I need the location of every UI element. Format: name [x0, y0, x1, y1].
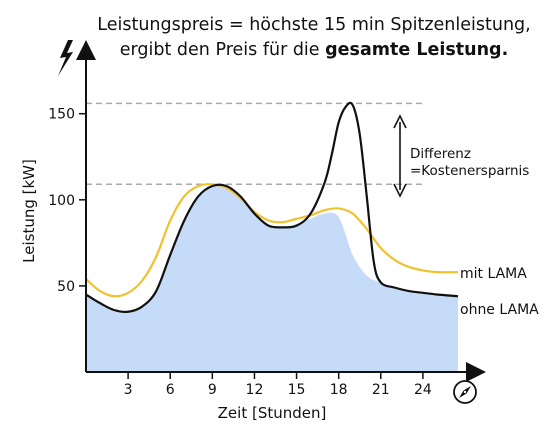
- chart-title-line-2-normal: ergibt den Preis für die: [120, 40, 325, 60]
- annotation-line-2: =Kostenersparnis: [410, 163, 529, 179]
- y-tick-label-100: 100: [48, 193, 75, 209]
- x-tick-label-21: 21: [372, 382, 390, 398]
- compass-icon: [453, 380, 477, 404]
- annotation-line-1: Differenz: [410, 146, 471, 162]
- x-axis-label: Zeit [Stunden]: [218, 404, 327, 422]
- x-tick-label-18: 18: [330, 382, 348, 398]
- x-tick-label-3: 3: [124, 382, 133, 398]
- lightning-bolt-icon: [58, 40, 73, 76]
- chart-title-line-2: ergibt den Preis für die gesamte Leistun…: [120, 40, 508, 60]
- x-tick-label-9: 9: [208, 382, 217, 398]
- x-tick-label-12: 12: [246, 382, 264, 398]
- y-tick-label-50: 50: [57, 279, 75, 295]
- x-ticks: 3 6 9 12 15 18 21 24: [124, 372, 432, 398]
- series-line-ohne-lama: [85, 101, 459, 314]
- x-tick-label-15: 15: [288, 382, 306, 398]
- y-tick-label-150: 150: [48, 107, 75, 123]
- series-line-mit-lama: [85, 183, 459, 298]
- x-tick-label-6: 6: [166, 382, 175, 398]
- chart-title-line-2-bold: gesamte Leistung.: [325, 40, 508, 60]
- y-axis-label: Leistung [kW]: [20, 159, 38, 263]
- legend-label-mit-lama: mit LAMA: [460, 266, 527, 282]
- chart-title-line-1: Leistungspreis = höchste 15 min Spitzenl…: [97, 15, 530, 35]
- legend-label-ohne-lama: ohne LAMA: [460, 302, 539, 318]
- area-ohne-lama-fill: [86, 185, 458, 372]
- difference-arrow-head-bottom: [393, 183, 407, 198]
- y-ticks: 50 100 150: [48, 107, 86, 295]
- difference-arrow-head-top: [393, 114, 407, 129]
- x-tick-label-24: 24: [414, 382, 432, 398]
